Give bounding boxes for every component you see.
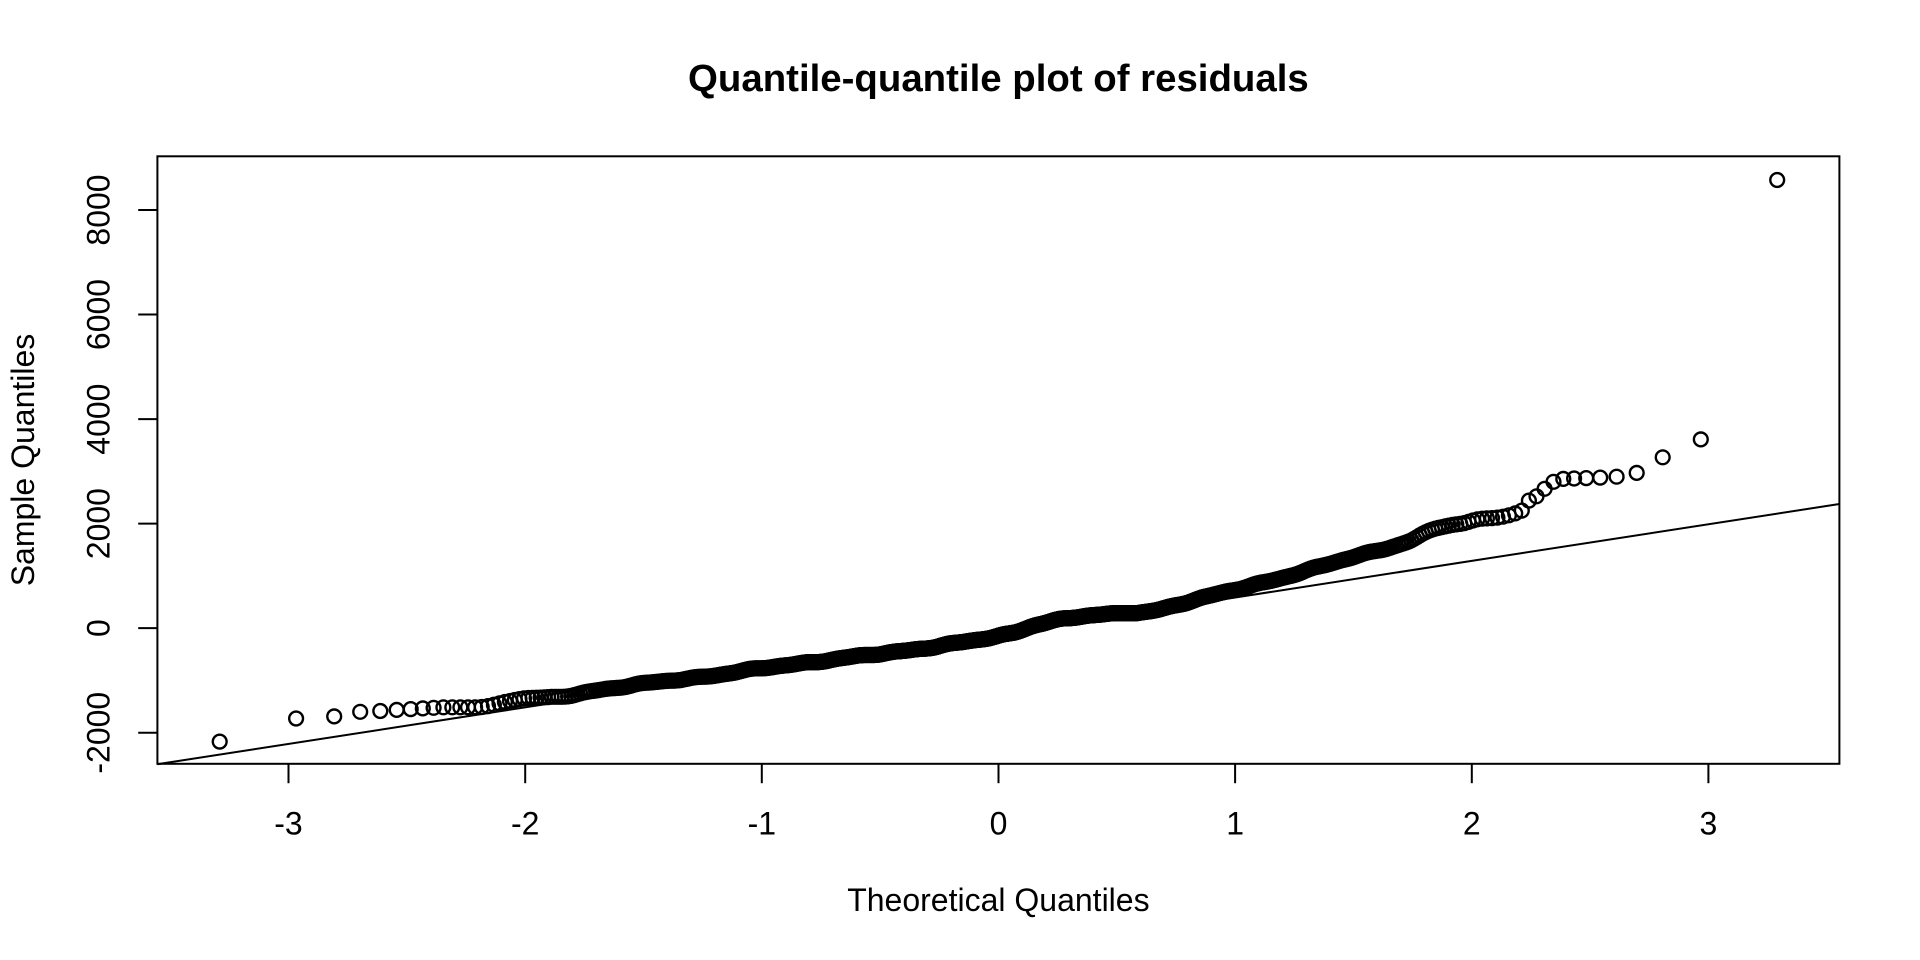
svg-text:2000: 2000 xyxy=(80,488,116,559)
svg-text:-2000: -2000 xyxy=(80,692,116,774)
svg-text:8000: 8000 xyxy=(80,174,116,245)
svg-text:Theoretical Quantiles: Theoretical Quantiles xyxy=(847,882,1149,918)
svg-text:0: 0 xyxy=(990,805,1008,841)
svg-text:3: 3 xyxy=(1700,805,1718,841)
svg-text:2: 2 xyxy=(1463,805,1481,841)
svg-text:0: 0 xyxy=(80,619,116,637)
svg-text:6000: 6000 xyxy=(80,279,116,350)
svg-text:Quantile-quantile plot of resi: Quantile-quantile plot of residuals xyxy=(688,57,1309,100)
svg-text:4000: 4000 xyxy=(80,384,116,455)
svg-text:-3: -3 xyxy=(274,805,302,841)
svg-text:-1: -1 xyxy=(748,805,776,841)
svg-text:Sample Quantiles: Sample Quantiles xyxy=(5,334,41,587)
svg-text:1: 1 xyxy=(1226,805,1244,841)
svg-text:-2: -2 xyxy=(511,805,539,841)
